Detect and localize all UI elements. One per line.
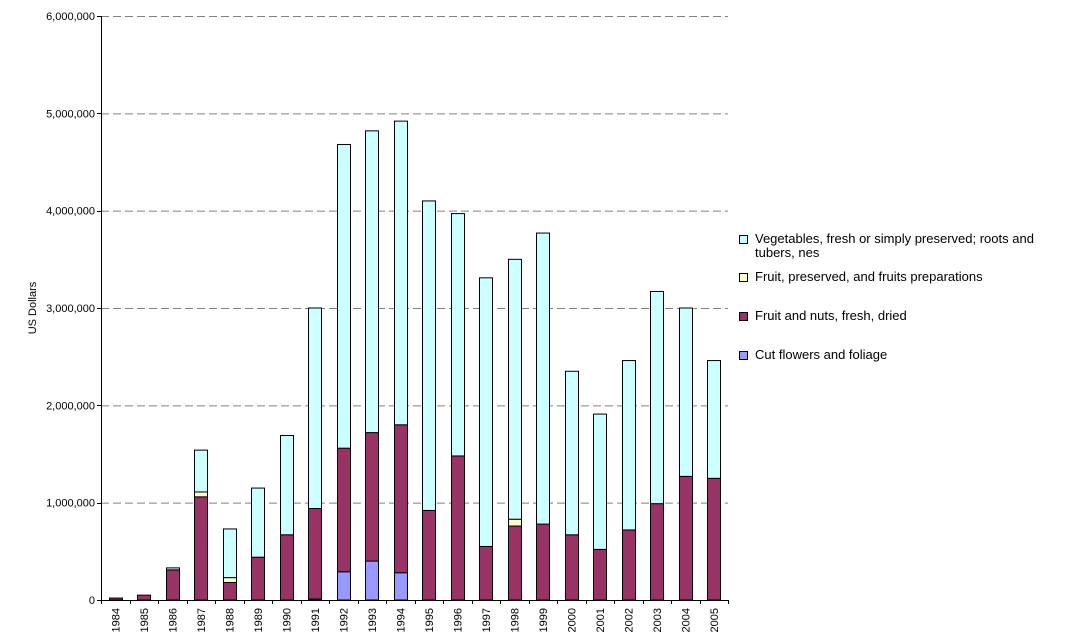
legend-swatch (739, 312, 748, 321)
bar-segment-2003-4 (650, 290, 664, 505)
legend: Vegetables, fresh or simply preserved; r… (739, 232, 1069, 362)
bar-segment-2000-4 (565, 370, 579, 536)
legend-swatch (739, 351, 748, 360)
bar-segment-1985-2 (137, 594, 151, 601)
bar-segment-1999-4 (536, 232, 550, 525)
x-tick-label: 2001 (595, 608, 607, 632)
bar-segment-2005-2 (707, 477, 721, 601)
bar-segment-1993-1 (365, 560, 379, 601)
legend-label: Fruit, preserved, and fruits preparation… (755, 269, 983, 284)
x-tick-label: 1991 (310, 608, 322, 632)
bar-segment-2004-4 (679, 307, 693, 477)
bar-segment-1987-4 (194, 449, 208, 493)
bar-segment-1989-2 (251, 556, 265, 601)
bar-segment-1987-2 (194, 496, 208, 601)
legend-item-vegetables: Vegetables, fresh or simply preserved; r… (739, 232, 1069, 262)
x-tick-label: 1995 (424, 608, 436, 632)
bar-segment-1998-4 (508, 258, 522, 520)
bar-segment-2004-2 (679, 475, 693, 601)
bar-segment-1992-2 (337, 447, 351, 573)
bar-segment-1989-4 (251, 487, 265, 558)
y-tick-label: 2,000,000 (46, 400, 95, 412)
bar-segment-2001-2 (593, 548, 607, 601)
bar-segment-1994-4 (394, 120, 408, 426)
bar-segment-1992-1 (337, 571, 351, 601)
bar-segment-2002-4 (622, 360, 636, 531)
bars (109, 120, 721, 601)
bar-segment-1992-4 (337, 143, 351, 449)
y-tick-label: 6,000,000 (46, 11, 95, 23)
x-tick-label: 1985 (139, 608, 151, 632)
bar-segment-1996-4 (451, 213, 465, 457)
x-tick-label: 1997 (481, 608, 493, 632)
legend-swatch (739, 235, 748, 244)
x-tick-label: 1989 (253, 608, 265, 632)
x-tick-label: 1999 (538, 608, 550, 632)
bar-segment-2005-4 (707, 360, 721, 479)
y-tick-labels: 0 1,000,000 2,000,000 3,000,000 4,000,000 5,0… (46, 11, 95, 607)
bar-segment-1996-2 (451, 455, 465, 601)
x-tick-label: 1990 (281, 608, 293, 632)
x-tick-label: 2004 (680, 608, 692, 632)
y-tick-label: 3,000,000 (46, 303, 95, 315)
y-tick-label: 5,000,000 (46, 108, 95, 120)
x-tick-label: 1993 (367, 608, 379, 632)
y-tick-label: 1,000,000 (46, 498, 95, 510)
bar-segment-1988-2 (223, 581, 237, 601)
x-tick-label: 2002 (623, 608, 635, 632)
bar-segment-1998-2 (508, 525, 522, 601)
legend-label: Vegetables, fresh or simply preserved; r… (755, 231, 1034, 260)
bar-segment-1984-2 (109, 597, 123, 601)
bar-segment-1994-2 (394, 424, 408, 574)
bar-segment-1990-2 (280, 534, 294, 601)
legend-label: Fruit and nuts, fresh, dried (755, 308, 907, 323)
axes (97, 16, 729, 604)
bar-segment-1988-4 (223, 528, 237, 579)
y-tick-label: 0 (89, 595, 95, 607)
bar-segment-2000-2 (565, 534, 579, 601)
bar-segment-2003-2 (650, 503, 664, 601)
x-tick-label: 1987 (196, 608, 208, 632)
bar-segment-1999-2 (536, 523, 550, 601)
bar-segment-1995-4 (422, 200, 436, 511)
x-tick-label: 2005 (709, 608, 721, 632)
bar-segment-1988-3 (223, 577, 237, 583)
x-tick-label: 1986 (167, 608, 179, 632)
bar-segment-1993-4 (365, 130, 379, 434)
x-tick-label: 2000 (566, 608, 578, 632)
x-tick-label: 1992 (338, 608, 350, 632)
x-tick-labels: 1984 1985 1986 1987 1988 1989 1990 1991 1992 1993… (110, 608, 721, 632)
bar-segment-2002-2 (622, 529, 636, 601)
bar-segment-1991-4 (308, 307, 322, 510)
bar-segment-1987-3 (194, 491, 208, 498)
x-tick-label: 1996 (452, 608, 464, 632)
legend-item-fruit-preserved: Fruit, preserved, and fruits preparation… (739, 270, 1069, 284)
bar-segment-1998-3 (508, 518, 522, 527)
bar-segment-1986-2 (166, 569, 180, 601)
legend-label: Cut flowers and foliage (755, 347, 888, 362)
x-tick-label: 1994 (395, 608, 407, 632)
bar-segment-1997-4 (479, 277, 493, 547)
bar-segment-1990-4 (280, 435, 294, 536)
bar-segment-1993-2 (365, 432, 379, 562)
bar-segment-2001-4 (593, 413, 607, 550)
x-tick-label: 1988 (224, 608, 236, 632)
legend-item-cut-flowers: Cut flowers and foliage (739, 348, 1069, 362)
y-axis-title: US Dollars (27, 281, 39, 334)
bar-segment-1991-2 (308, 508, 322, 600)
bar-segment-1997-2 (479, 545, 493, 601)
y-tick-label: 4,000,000 (46, 206, 95, 218)
x-tick-label: 2003 (652, 608, 664, 632)
bar-segment-1994-1 (394, 572, 408, 601)
bar-segment-1986-4 (166, 567, 180, 571)
x-tick-label: 1984 (110, 608, 122, 632)
legend-swatch (739, 273, 748, 282)
x-tick-label: 1998 (509, 608, 521, 632)
legend-item-fruit-nuts: Fruit and nuts, fresh, dried (739, 309, 1069, 323)
bar-segment-1995-2 (422, 509, 436, 601)
